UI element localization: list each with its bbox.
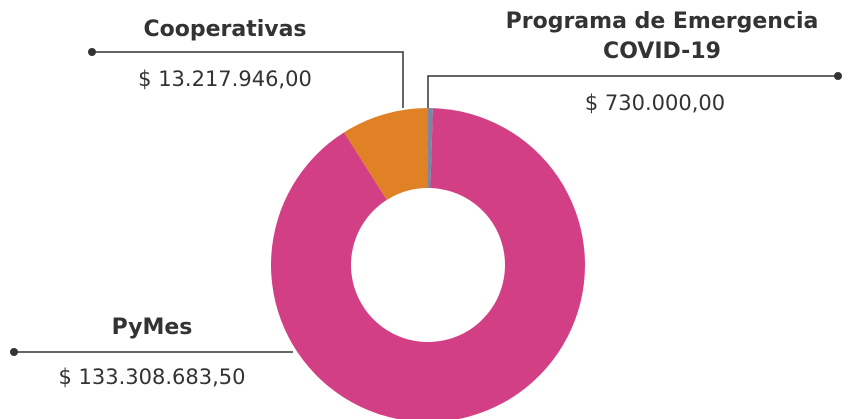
leader-line (92, 51, 404, 108)
slice (271, 108, 585, 419)
value-label: $ 13.217.946,00 (138, 67, 312, 91)
value-label: $ 133.308.683,50 (58, 365, 245, 389)
leader-line (427, 75, 838, 108)
leader-lines (10, 48, 842, 356)
leader-dot (10, 348, 18, 356)
slice-label: Programa de Emergencia COVID-19 (506, 9, 819, 64)
slices (271, 108, 585, 419)
slice (428, 108, 433, 189)
leader-dot (88, 48, 96, 56)
slice-label: Cooperativas (143, 17, 306, 42)
slice-label: PyMes (112, 315, 193, 340)
slice (344, 108, 428, 200)
leader-dot (834, 72, 842, 80)
value-label: $ 730.000,00 (585, 91, 725, 115)
